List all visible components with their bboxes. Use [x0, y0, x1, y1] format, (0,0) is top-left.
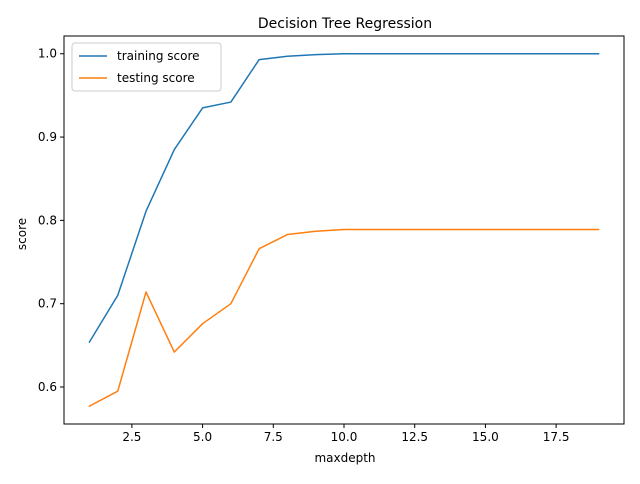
y-tick-label: 0.8 [38, 213, 57, 227]
legend-box [71, 42, 222, 92]
x-tick-label: 10.0 [331, 430, 358, 444]
series-line-training [88, 53, 600, 344]
x-tick-label: 15.0 [472, 430, 499, 444]
legend-label-training: training score [117, 49, 200, 63]
x-tick-label: 17.5 [543, 430, 570, 444]
chart-title: Decision Tree Regression [258, 16, 432, 32]
y-tick-label: 1.0 [38, 47, 57, 61]
x-tick-label: 2.5 [122, 430, 141, 444]
x-axis-label: maxdepth [314, 451, 375, 465]
y-tick-label: 0.6 [38, 380, 57, 394]
x-tick-label: 12.5 [401, 430, 428, 444]
y-axis-label: score [15, 218, 29, 250]
y-tick-label: 0.9 [38, 130, 57, 144]
plot-area: 2.5 5.0 7.5 10.0 12.5 15.0 17.5 0.6 0.7 0.8 0.9 1.0… [38, 35, 625, 444]
x-tick-label: 5.0 [193, 430, 212, 444]
y-tick-label: 0.7 [38, 297, 57, 311]
x-tick-label: 7.5 [264, 430, 283, 444]
legend-label-testing: testing score [117, 71, 195, 85]
series-line-testing [88, 228, 600, 408]
